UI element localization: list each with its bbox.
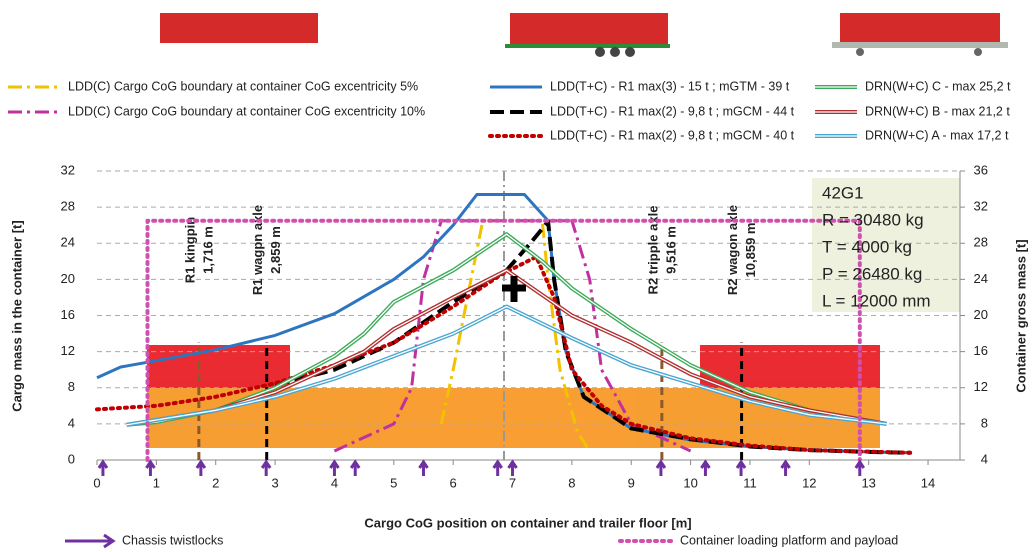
annotation-text: R2 tripple axle	[645, 206, 660, 295]
twistlock-arrow	[700, 459, 711, 476]
legend-label: LDD(T+C) - R1 max(2) - 9,8 t ; mGCM - 40…	[550, 128, 795, 142]
y2-tick-label: 4	[981, 451, 988, 466]
legend-label: Chassis twistlocks	[122, 533, 223, 547]
y-tick-label: 32	[61, 162, 75, 177]
legend-arrow	[65, 533, 116, 549]
y-tick-label: 16	[61, 307, 75, 322]
legend-label: LDD(C) Cargo CoG boundary at container C…	[68, 104, 425, 118]
x-tick-label: 6	[450, 475, 457, 490]
wagon-frame-icon	[832, 42, 1008, 48]
x-tick-label: 5	[390, 475, 397, 490]
legend-label: LDD(T+C) - R1 max(2) - 9,8 t ; mGCM - 44…	[550, 104, 795, 118]
y2-tick-label: 36	[974, 162, 988, 177]
y2-tick-label: 12	[974, 379, 988, 394]
info-box	[812, 178, 960, 312]
x-axis-title: Cargo CoG position on container and trai…	[364, 515, 691, 530]
y-tick-label: 4	[68, 415, 75, 430]
series-line	[274, 219, 911, 455]
wagon-wheel-icon	[974, 48, 982, 56]
info-text: T = 4000 kg	[822, 237, 912, 256]
twistlock-arrow	[260, 459, 272, 476]
legend-label: Container loading platform and payload	[680, 533, 898, 547]
x-tick-label: 10	[683, 475, 697, 490]
x-tick-label: 0	[93, 475, 100, 490]
trailer-wheel-icon	[610, 47, 620, 57]
series-line	[439, 219, 591, 452]
y2-tick-label: 20	[974, 307, 988, 322]
x-tick-label: 9	[628, 475, 635, 490]
info-text: L = 12000 mm	[822, 291, 931, 310]
series-line-inner	[126, 233, 887, 426]
x-tick-label: 4	[331, 475, 338, 490]
twistlock-arrow	[329, 459, 340, 476]
twistlock-arrow	[97, 459, 109, 476]
info-text: R = 30480 kg	[822, 210, 924, 229]
x-tick-label: 2	[212, 475, 219, 490]
y2-tick-label: 28	[974, 235, 988, 250]
trailer-wheel-icon	[595, 47, 605, 57]
y-tick-label: 24	[61, 235, 75, 250]
y2-tick-label: 32	[974, 199, 988, 214]
annotation-text: 1,716 m	[200, 226, 215, 274]
wagon-wheel-icon	[856, 48, 864, 56]
y2-tick-label: 24	[974, 271, 988, 286]
wagon-container-icon	[840, 13, 1000, 43]
y2-axis-title: Container gross mass [t]	[1013, 239, 1028, 392]
trailer-wheel-icon	[625, 47, 635, 57]
y-tick-label: 12	[61, 343, 75, 358]
twistlock-arrow	[349, 459, 361, 476]
series-line	[333, 219, 692, 453]
twistlock-arrow	[507, 459, 518, 476]
twistlock-arrow	[854, 459, 866, 476]
annotation-text: 10,859 m	[743, 223, 758, 278]
info-text: P = 26480 kg	[822, 264, 922, 283]
y-tick-label: 20	[61, 271, 75, 286]
x-tick-label: 14	[921, 475, 935, 490]
legend-label: DRN(W+C) A - max 17,2 t	[865, 128, 1009, 142]
x-tick-label: 3	[271, 475, 278, 490]
annotation-text: R1 wagpn axle	[250, 205, 265, 295]
twistlock-arrow	[195, 459, 207, 476]
legend-label: LDD(C) Cargo CoG boundary at container C…	[68, 79, 418, 93]
twistlock-arrow	[418, 459, 429, 476]
y-tick-label: 28	[61, 199, 75, 214]
twistlock-arrow	[655, 459, 667, 476]
twistlock-arrow	[492, 459, 503, 476]
x-tick-label: 1	[153, 475, 160, 490]
info-text: 42G1	[822, 183, 864, 202]
annotation-text: 2,859 m	[268, 226, 283, 274]
annotation-text: R1 kingpin	[182, 217, 197, 284]
y-tick-label: 0	[68, 451, 75, 466]
trailer-frame-icon	[505, 44, 670, 48]
series-line-inner	[126, 269, 887, 426]
container-icon	[160, 13, 318, 43]
twistlock-arrow	[780, 459, 791, 476]
trailer-container-icon	[510, 13, 668, 45]
x-tick-label: 11	[743, 475, 757, 490]
series-line	[145, 218, 862, 462]
x-tick-label: 8	[568, 475, 575, 490]
twistlock-arrow	[145, 459, 156, 476]
annotation-text: 9,516 m	[663, 226, 678, 274]
y2-tick-label: 8	[981, 415, 988, 430]
y2-tick-label: 16	[974, 343, 988, 358]
y-axis-title: Cargo mass in the container [t]	[9, 220, 24, 411]
x-tick-label: 13	[861, 475, 875, 490]
twistlock-arrow	[735, 459, 747, 476]
legend-label: DRN(W+C) B - max 21,2 t	[865, 104, 1010, 118]
cog-cross	[502, 276, 526, 302]
series-line-inner	[126, 305, 887, 426]
legend-label: LDD(T+C) - R1 max(3) - 15 t ; mGTM - 39 …	[550, 79, 790, 93]
annotation-text: R2 wagon axle	[725, 205, 740, 295]
x-tick-label: 12	[802, 475, 816, 490]
y-tick-label: 8	[68, 379, 75, 394]
legend-label: DRN(W+C) C - max 25,2 t	[865, 79, 1011, 93]
cargo-block-red	[700, 345, 880, 388]
x-tick-label: 7	[509, 475, 516, 490]
